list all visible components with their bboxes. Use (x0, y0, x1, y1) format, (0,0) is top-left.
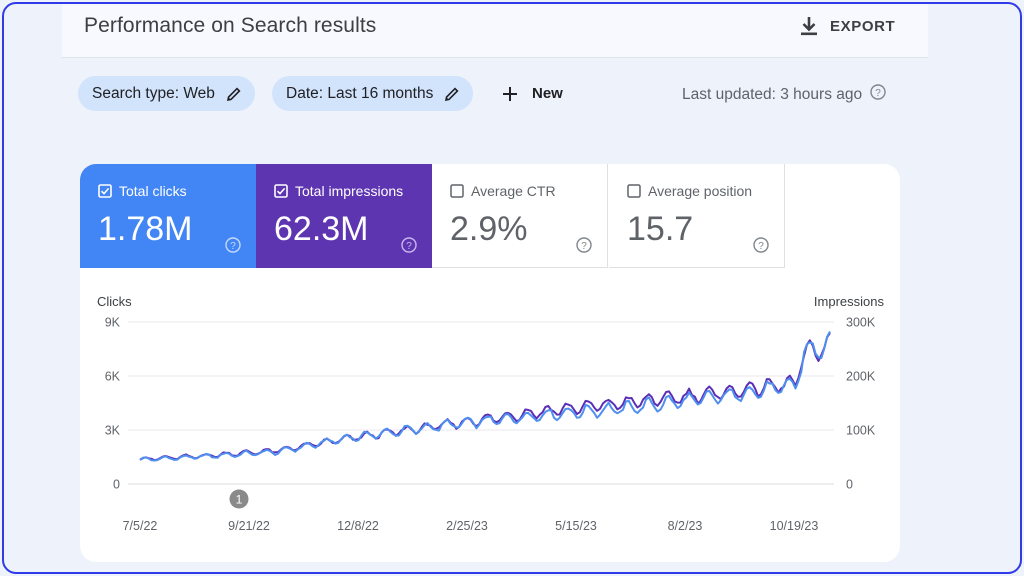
metric-label: Total impressions (295, 183, 404, 199)
checkbox-unchecked-icon[interactable] (627, 184, 641, 198)
checkbox-checked-icon[interactable] (274, 184, 288, 198)
checkbox-unchecked-icon[interactable] (450, 184, 464, 198)
checkbox-checked-icon[interactable] (98, 184, 112, 198)
metric-average-ctr[interactable]: Average CTR 2.9% ? (432, 164, 608, 268)
last-updated: Last updated: 3 hours ago ? (682, 84, 886, 105)
x-tick-label: 12/8/22 (337, 519, 379, 533)
help-icon[interactable]: ? (870, 84, 886, 105)
series-line-clicks (139, 330, 831, 462)
svg-text:?: ? (406, 241, 412, 252)
y-axis-right-title: Impressions (814, 294, 885, 309)
performance-chart: Clicks Impressions 9K 300K 6K 200K 3K 100K 0 0 7/5… (97, 294, 885, 533)
x-tick-label: 10/19/23 (770, 519, 819, 533)
search-type-filter-chip[interactable]: Search type: Web (78, 76, 255, 111)
metric-value: 2.9% (450, 210, 528, 248)
page-header: Performance on Search results EXPORT (62, 4, 928, 58)
search-type-label: Search type: Web (92, 84, 215, 102)
help-icon[interactable]: ? (576, 237, 592, 253)
performance-card: Total clicks 1.78M ? Total impressions 6… (80, 164, 900, 562)
export-button[interactable]: EXPORT (800, 16, 895, 36)
help-icon[interactable]: ? (225, 237, 241, 253)
x-tick-label: 5/15/23 (555, 519, 597, 533)
svg-text:?: ? (875, 88, 881, 99)
new-filter-button[interactable]: New (502, 76, 563, 111)
annotation-label: 1 (236, 493, 243, 507)
download-icon (801, 17, 817, 36)
metric-total-clicks[interactable]: Total clicks 1.78M ? (80, 164, 256, 268)
annotation-marker (229, 489, 249, 509)
svg-text:?: ? (758, 241, 764, 252)
y-tick-left: 0 (113, 478, 120, 492)
y-tick-right: 300K (846, 316, 876, 330)
new-label: New (532, 85, 563, 102)
y-tick-left: 9K (105, 316, 121, 330)
metric-average-position[interactable]: Average position 15.7 ? (609, 164, 785, 268)
edit-pencil-icon (445, 86, 459, 101)
y-tick-right: 200K (846, 370, 876, 384)
series-line-impressions (139, 332, 831, 462)
y-tick-right: 0 (846, 478, 853, 492)
y-tick-left: 6K (105, 370, 121, 384)
x-tick-label: 7/5/22 (123, 519, 158, 533)
x-tick-label: 2/25/23 (446, 519, 488, 533)
help-icon[interactable]: ? (401, 237, 417, 253)
svg-text:?: ? (581, 241, 587, 252)
y-tick-right: 100K (846, 424, 876, 438)
y-axis-left-title: Clicks (97, 294, 132, 309)
metric-label: Average position (648, 183, 753, 199)
metric-total-impressions[interactable]: Total impressions 62.3M ? (256, 164, 432, 268)
svg-text:?: ? (230, 241, 236, 252)
x-tick-label: 8/2/23 (668, 519, 703, 533)
last-updated-text: Last updated: 3 hours ago (682, 85, 863, 103)
metric-value: 62.3M (274, 210, 369, 248)
plus-icon (503, 86, 517, 101)
export-label: EXPORT (830, 17, 896, 35)
y-tick-left: 3K (105, 424, 121, 438)
x-tick-label: 9/21/22 (228, 519, 270, 533)
edit-pencil-icon (226, 86, 241, 101)
date-label: Date: Last 16 months (286, 84, 434, 102)
date-filter-chip[interactable]: Date: Last 16 months (272, 76, 474, 111)
metric-value: 1.78M (98, 210, 193, 248)
help-icon[interactable]: ? (753, 237, 769, 253)
metric-value: 15.7 (627, 210, 694, 248)
metric-label: Total clicks (119, 183, 187, 199)
metric-label: Average CTR (471, 183, 556, 199)
page-title: Performance on Search results (84, 14, 377, 37)
